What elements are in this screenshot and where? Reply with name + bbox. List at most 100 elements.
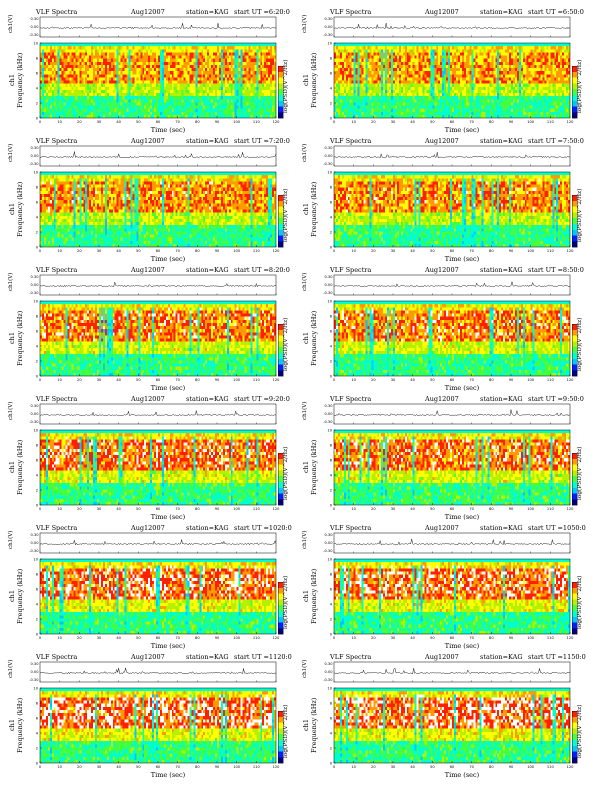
time-tick-label: 50 [430,765,435,769]
panel-date: Aug12007 [425,8,459,17]
spectrogram-panel: VLF Spectra Aug12007 station=KAG start UT =… [8,524,298,652]
frequency-tick-label: 6 [330,716,333,720]
time-axis-label: Time (sec) [422,513,502,521]
time-axis-label: Time (sec) [422,642,502,650]
panel-header: VLF Spectra Aug12007 station=KAG start UT =… [330,524,586,533]
time-tick-label: 20 [371,507,376,511]
panel-date: Aug12007 [131,653,165,662]
waveform-tick-label: 0.00 [30,25,39,29]
time-tick-label: 50 [430,120,435,124]
panel-station: station=KAG [480,524,523,533]
time-tick-label: 110 [547,249,555,253]
waveform-tick-label: 0.00 [30,283,39,287]
panel-title: VLF Spectra [36,653,77,662]
waveform-tick-label: 0.00 [324,670,333,674]
panel-station: station=KAG [480,653,523,662]
waveform-trace: 0.30 0.00 -0.30 [323,403,571,425]
time-tick-label: 110 [253,249,261,253]
frequency-tick-label: 8 [330,185,333,189]
frequency-tick-label: 8 [330,314,333,318]
time-tick-label: 30 [97,378,102,382]
time-tick-label: 100 [527,120,535,124]
time-axis-label: Time (sec) [422,384,502,392]
time-tick-label: 40 [410,636,415,640]
time-tick-label: 40 [410,765,415,769]
time-tick-label: 100 [527,765,535,769]
time-tick-label: 80 [489,636,494,640]
panel-header: VLF Spectra Aug12007 station=KAG start UT =… [330,8,586,17]
time-tick-label: 100 [233,249,241,253]
frequency-tick-label: 8 [330,572,333,576]
panel-station: station=KAG [186,266,229,275]
time-tick-label: 70 [469,249,474,253]
time-tick-label: 60 [156,120,161,124]
waveform-trace: 0.30 0.00 -0.30 [29,532,277,554]
time-tick-label: 120 [567,378,575,382]
frequency-tick-label: 10 [327,299,332,303]
time-tick-label: 60 [450,120,455,124]
spectrogram-cells [334,688,571,764]
time-axis: 0 10 20 30 40 50 60 70 80 90 100 110 120 [333,422,574,511]
time-tick-label: 80 [489,249,494,253]
time-tick-label: 100 [233,378,241,382]
frequency-tick-label: 10 [33,428,38,432]
time-tick-label: 0 [39,249,42,253]
time-tick-label: 110 [547,507,555,511]
time-tick-label: 10 [351,120,356,124]
frequency-tick-label: 6 [330,458,333,462]
time-tick-label: 70 [469,120,474,124]
panel-start-time: start UT =1020:0 [234,524,292,533]
frequency-tick-label: 2 [330,230,332,234]
colorbar [571,452,578,506]
colorbar [571,194,578,248]
time-tick-label: 80 [489,120,494,124]
time-tick-label: 90 [509,507,514,511]
frequency-axis: 0 2 4 6 8 10 [33,299,42,378]
waveform-tick-label: 0.00 [324,25,333,29]
waveform-trace: 0.30 0.00 -0.30 [29,274,277,296]
frequency-axis: 0 2 4 6 8 10 [327,41,336,120]
time-tick-label: 110 [253,378,261,382]
waveform-trace: 0.30 0.00 -0.30 [323,274,571,296]
time-tick-label: 50 [430,636,435,640]
time-tick-label: 30 [97,765,102,769]
frequency-tick-label: 4 [36,731,39,735]
panel-title: VLF Spectra [330,395,371,404]
frequency-tick-label: 6 [36,716,39,720]
panel-date: Aug12007 [425,137,459,146]
time-tick-label: 50 [136,636,141,640]
waveform-tick-label: -0.30 [29,678,39,682]
frequency-tick-label: 2 [36,359,38,363]
frequency-tick-label: 4 [36,473,39,477]
panel-date: Aug12007 [425,653,459,662]
time-tick-label: 20 [77,378,82,382]
panel-plot: 0.300.00-0.300 10 20 30 40 50 60 70 80 90 100 110 12… [323,532,578,640]
frequency-tick-label: 0 [36,761,39,765]
time-tick-label: 20 [77,765,82,769]
frequency-axis: 0 2 4 6 8 10 [33,41,42,120]
waveform-tick-label: 0.00 [324,154,333,158]
waveform-tick-label: 0.30 [30,17,39,21]
panel-station: station=KAG [480,266,523,275]
time-tick-label: 90 [215,765,220,769]
time-tick-label: 100 [527,249,535,253]
frequency-tick-label: 0 [36,245,39,249]
time-tick-label: 120 [567,636,575,640]
panel-header: VLF Spectra Aug12007 station=KAG start UT =… [330,653,586,662]
time-tick-label: 40 [410,120,415,124]
time-tick-label: 30 [391,765,396,769]
frequency-tick-label: 0 [330,245,333,249]
colorbar [277,65,284,119]
time-tick-label: 100 [233,765,241,769]
waveform-tick-label: 0.30 [30,275,39,279]
time-axis: 0 10 20 30 40 50 60 70 80 90 100 110 120 [333,680,574,769]
time-tick-label: 60 [156,249,161,253]
time-tick-label: 0 [333,249,336,253]
frequency-tick-label: 8 [330,701,333,705]
time-tick-label: 40 [116,120,121,124]
colorbar [277,323,284,377]
waveform-tick-label: -0.30 [323,420,333,424]
frequency-tick-label: 4 [36,215,39,219]
spectrogram-cells [334,301,571,377]
waveform-tick-label: 0.30 [30,662,39,666]
